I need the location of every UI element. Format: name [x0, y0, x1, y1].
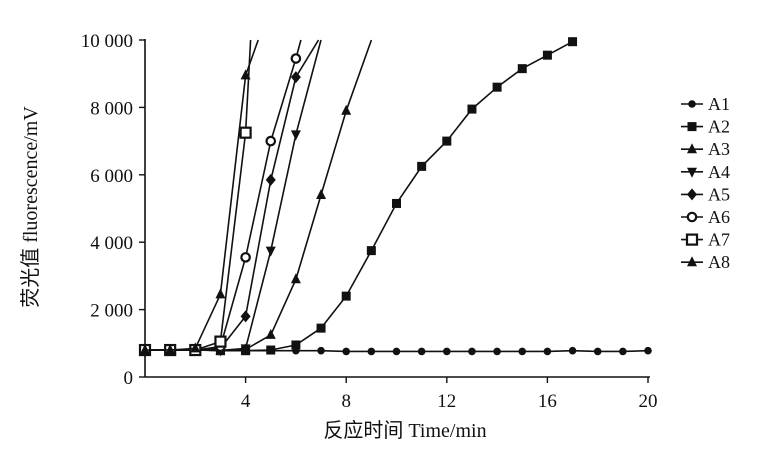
data-point: [518, 347, 527, 356]
legend-marker: [687, 188, 697, 201]
data-point: [568, 346, 577, 355]
legend-item: A1: [681, 94, 730, 114]
y-tick-label: 6 000: [90, 166, 133, 187]
legend-item: A3: [681, 139, 730, 159]
data-point: [468, 347, 476, 356]
legend-label: A4: [708, 162, 730, 182]
data-point: [317, 346, 325, 355]
series-line: [145, 39, 302, 351]
data-point: [417, 347, 426, 356]
legend-item: A7: [681, 230, 730, 250]
data-point: [593, 347, 602, 356]
data-point: [316, 323, 326, 333]
data-point: [239, 126, 252, 139]
series-line: [145, 39, 373, 352]
data-point: [215, 288, 226, 299]
data-point: [392, 198, 401, 208]
legend-marker: [688, 100, 696, 108]
series-a5: [140, 39, 320, 357]
data-point: [240, 344, 251, 355]
data-point: [290, 53, 302, 64]
data-point: [190, 342, 201, 353]
x-tick-label: 12: [437, 391, 456, 412]
data-point: [290, 71, 301, 84]
x-tick-label: 8: [341, 391, 351, 412]
data-point: [517, 64, 527, 74]
legend-item: A6: [681, 207, 730, 227]
data-point: [367, 347, 376, 356]
data-point: [265, 328, 276, 339]
data-point: [291, 340, 301, 350]
data-point: [342, 347, 351, 356]
y-axis-title: 荧光值 fluorescence/mV: [19, 106, 42, 308]
data-point: [165, 344, 176, 355]
data-point: [366, 246, 376, 256]
data-point: [644, 346, 652, 355]
y-tick-label: 4 000: [90, 233, 133, 254]
series-layer: [138, 37, 652, 357]
y-tick-label: 8 000: [90, 98, 133, 119]
data-point: [266, 345, 276, 355]
data-point: [492, 82, 502, 92]
data-point: [140, 344, 150, 355]
data-point: [290, 273, 301, 284]
data-point: [265, 246, 276, 257]
y-tick-label: 2 000: [90, 301, 133, 322]
legend-label: A6: [708, 207, 730, 227]
legend-label: A3: [708, 139, 730, 159]
data-point: [493, 347, 501, 356]
data-point: [240, 252, 251, 263]
data-point: [619, 347, 627, 356]
legend-item: A8: [681, 252, 730, 272]
series-a7: [138, 39, 252, 357]
series-line: [145, 39, 259, 351]
legend-marker: [687, 122, 697, 132]
data-point: [542, 50, 552, 60]
series-a2: [140, 37, 578, 356]
legend-label: A1: [708, 94, 730, 114]
legend-marker: [687, 143, 697, 154]
legend-label: A7: [708, 230, 730, 250]
data-point: [214, 335, 227, 348]
data-point: [417, 161, 427, 171]
x-axis-title: 反应时间 Time/min: [323, 419, 486, 442]
data-point: [467, 104, 477, 114]
series-line: [145, 40, 573, 352]
y-tick-label: 0: [124, 368, 134, 389]
legend-item: A4: [681, 162, 730, 182]
data-point: [316, 189, 327, 200]
legend-marker: [687, 256, 697, 267]
legend-item: A2: [681, 117, 730, 137]
x-tick-label: 16: [538, 391, 557, 412]
data-point: [290, 130, 301, 141]
legend-marker: [687, 167, 697, 178]
legend-marker: [686, 211, 698, 223]
data-point: [240, 69, 251, 80]
data-point: [392, 347, 401, 356]
data-point: [265, 173, 276, 186]
chart-axes: [144, 39, 650, 378]
data-point: [341, 291, 351, 301]
data-point: [341, 104, 352, 115]
data-point: [443, 347, 451, 356]
legend-label: A8: [708, 252, 730, 272]
y-tick-label: 10 000: [81, 31, 133, 52]
legend-marker: [685, 233, 699, 246]
data-point: [442, 136, 452, 146]
data-point: [543, 347, 552, 356]
series-line: [145, 39, 252, 351]
axis-ticks: 4 8 12 16 20 0 2 000 4 000 6 000 8 000 10 000: [81, 31, 658, 412]
data-point: [240, 310, 251, 323]
x-tick-label: 20: [639, 391, 658, 412]
data-point: [568, 37, 578, 47]
legend-item: A5: [681, 184, 730, 204]
data-point: [265, 135, 277, 147]
series-a6: [139, 39, 302, 356]
series-a8: [140, 39, 259, 355]
legend-label: A2: [708, 117, 730, 137]
x-tick-label: 4: [241, 391, 251, 412]
legend-label: A5: [708, 184, 730, 204]
